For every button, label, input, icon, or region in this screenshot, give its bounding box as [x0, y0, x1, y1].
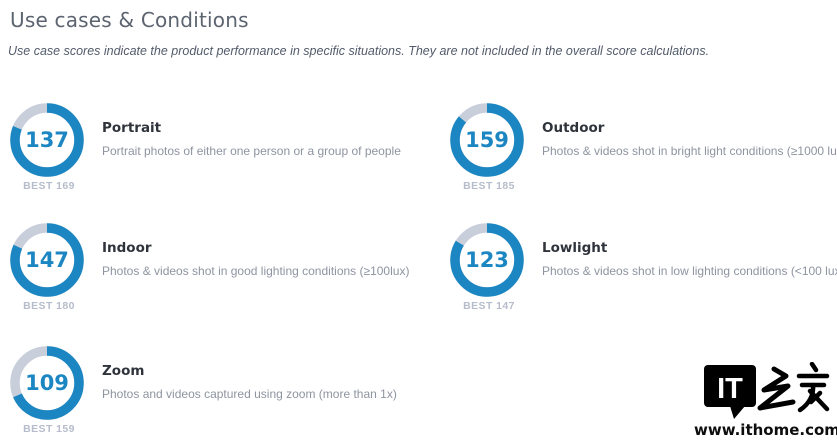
use-case-card-portrait: 137 BEST 169 Portrait Portrait photos of… — [8, 100, 401, 192]
section-subtitle: Use case scores indicate the product per… — [8, 44, 710, 58]
score-gauge: 137 — [10, 103, 84, 177]
use-case-name: Lowlight — [542, 240, 608, 256]
gauge-arc — [10, 223, 84, 297]
score-value: 123 — [465, 248, 509, 272]
best-score-label: BEST 169 — [23, 180, 75, 192]
use-case-card-lowlight: 123 BEST 147 Lowlight Photos & videos sh… — [448, 220, 837, 312]
section-title: Use cases & Conditions — [10, 8, 249, 32]
use-case-description: Photos & videos shot in low lighting con… — [542, 264, 837, 278]
gauge-block: 159 BEST 185 — [448, 100, 528, 192]
use-case-description: Photos & videos shot in bright light con… — [542, 144, 837, 158]
use-case-info: Zoom Photos and videos captured using zo… — [102, 343, 397, 401]
use-case-info: Portrait Portrait photos of either one p… — [102, 100, 401, 158]
use-case-description: Photos & videos shot in good lighting co… — [102, 264, 410, 278]
best-score-label: BEST 159 — [23, 423, 75, 435]
score-gauge: 159 — [450, 103, 524, 177]
gauge-arc — [10, 103, 84, 177]
gauge-arc — [450, 103, 524, 177]
use-case-description: Photos and videos captured using zoom (m… — [102, 387, 397, 401]
score-gauge: 123 — [450, 223, 524, 297]
use-case-info: Indoor Photos & videos shot in good ligh… — [102, 220, 409, 278]
gauge-arc — [450, 223, 524, 297]
use-case-card-zoom: 109 BEST 159 Zoom Photos and videos capt… — [8, 343, 397, 435]
score-gauge: 147 — [10, 223, 84, 297]
score-value: 147 — [25, 248, 69, 272]
ithome-logo-icon: IT — [704, 362, 830, 419]
use-case-card-indoor: 147 BEST 180 Indoor Photos & videos shot… — [8, 220, 409, 312]
logo-it-text: IT — [717, 373, 743, 405]
use-case-description: Portrait photos of either one person or … — [102, 144, 401, 158]
use-case-name: Zoom — [102, 363, 145, 379]
gauge-arc — [10, 346, 84, 420]
logo-cn-zhi — [757, 366, 796, 411]
gauge-block: 123 BEST 147 — [448, 220, 528, 312]
score-gauge: 109 — [10, 346, 84, 420]
use-case-name: Portrait — [102, 120, 162, 136]
ithome-watermark: IT www.ithome.com — [694, 362, 837, 439]
best-score-label: BEST 180 — [23, 300, 75, 312]
gauge-block: 137 BEST 169 — [8, 100, 88, 192]
gauge-block: 147 BEST 180 — [8, 220, 88, 312]
best-score-label: BEST 147 — [463, 300, 515, 312]
logo-cn-jia — [796, 362, 830, 413]
ithome-url: www.ithome.com — [694, 421, 837, 439]
best-score-label: BEST 185 — [463, 180, 515, 192]
score-value: 109 — [25, 371, 69, 395]
gauge-block: 109 BEST 159 — [8, 343, 88, 435]
score-value: 137 — [25, 128, 69, 152]
use-case-info: Lowlight Photos & videos shot in low lig… — [542, 220, 837, 278]
use-case-name: Outdoor — [542, 120, 605, 136]
use-case-card-outdoor: 159 BEST 185 Outdoor Photos & videos sho… — [448, 100, 837, 192]
use-case-info: Outdoor Photos & videos shot in bright l… — [542, 100, 837, 158]
score-value: 159 — [465, 128, 509, 152]
use-case-name: Indoor — [102, 240, 152, 256]
